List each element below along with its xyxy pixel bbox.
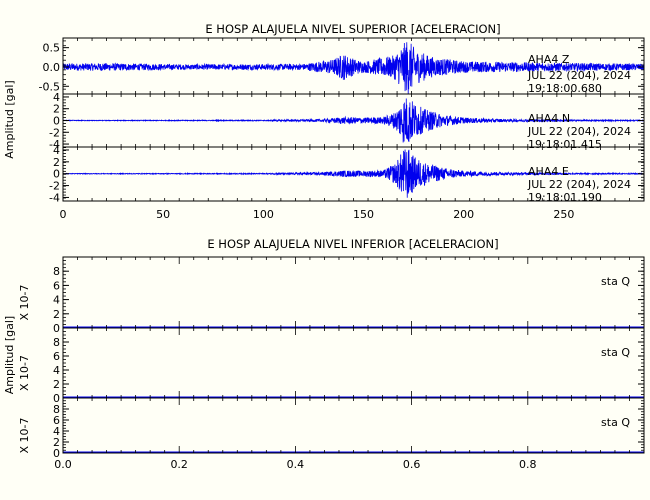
chart-2: E HOSP ALAJUELA NIVEL INFERIOR [ACELERAC… xyxy=(3,237,645,471)
x-tick-label: 0.0 xyxy=(54,458,72,471)
panel-Z: 0.5 0.0 -0.5 AHA4 Z JUL 22 (204), 202419:18:… xyxy=(39,37,645,95)
panel-frame xyxy=(62,397,645,454)
x-tick-label: 0 xyxy=(60,208,67,221)
station-component-label: AHA4 Z xyxy=(528,53,570,66)
y-tick-label: 6 xyxy=(53,279,60,292)
y-tick-label: 2 xyxy=(53,436,60,449)
y-tick-label: 2 xyxy=(53,308,60,321)
chart-title: E HOSP ALAJUELA NIVEL INFERIOR [ACELERAC… xyxy=(207,237,498,251)
y-tick-label: 4 xyxy=(53,364,60,377)
y-tick-label: 6 xyxy=(53,350,60,363)
x-tick-label: 0.4 xyxy=(287,458,305,471)
y-tick-label: 8 xyxy=(53,403,60,416)
sta-q-label: sta Q xyxy=(601,416,630,429)
date-label: JUL 22 (204), 2024 xyxy=(527,69,631,82)
y-tick-label: 0.5 xyxy=(43,42,61,55)
y-tick-label: 8 xyxy=(53,336,60,349)
panel-frame xyxy=(62,327,645,399)
y-tick-label: 0 xyxy=(53,115,60,128)
trace-Z xyxy=(62,42,645,95)
panel-frame xyxy=(62,256,645,329)
scale-label: X 10-7 xyxy=(18,418,31,454)
time-label: 19:18:00.680 xyxy=(528,82,602,95)
panel-1: 86 420 sta Q X 10-7 xyxy=(18,256,645,335)
y-tick-label: 0 xyxy=(53,168,60,181)
y-axis-label: Amplitud [gal] xyxy=(3,316,16,394)
y-axis-label: Amplitud [gal] xyxy=(3,80,16,158)
x-tick-label: 100 xyxy=(253,208,274,221)
x-tick-label: 0.8 xyxy=(519,458,537,471)
y-tick-label: 6 xyxy=(53,414,60,427)
y-tick-label: 4 xyxy=(53,425,60,438)
station-component-label: AHA4 N xyxy=(528,112,570,125)
y-tick-label: -2 xyxy=(49,180,60,193)
y-tick-label: 2 xyxy=(53,103,60,116)
y-tick-label: 0 xyxy=(53,322,60,335)
x-tick-label: 250 xyxy=(553,208,574,221)
y-tick-label: 2 xyxy=(53,156,60,169)
time-label: 19:18:01.415 xyxy=(528,138,602,151)
sta-q-label: sta Q xyxy=(601,275,630,288)
x-tick-label: 0.2 xyxy=(170,458,188,471)
sta-q-label: sta Q xyxy=(601,346,630,359)
y-tick-label: -0.5 xyxy=(39,80,60,93)
x-tick-label: 50 xyxy=(156,208,170,221)
y-tick-label: 2 xyxy=(53,378,60,391)
chart-title: E HOSP ALAJUELA NIVEL SUPERIOR [ACELERAC… xyxy=(205,22,500,36)
x-tick-label: 0.6 xyxy=(403,458,421,471)
y-tick-label: 4 xyxy=(53,144,60,157)
y-tick-label: 8 xyxy=(53,265,60,278)
trace-E xyxy=(62,149,645,198)
x-tick-label: 150 xyxy=(353,208,374,221)
trace-N xyxy=(62,98,645,143)
y-tick-label: 0 xyxy=(53,392,60,405)
time-label: 19:18:01.190 xyxy=(528,191,602,204)
y-tick-label: 0 xyxy=(53,447,60,460)
scale-label: X 10-7 xyxy=(18,355,31,391)
date-label: JUL 22 (204), 2024 xyxy=(527,178,631,191)
y-tick-label: -2 xyxy=(49,126,60,139)
y-tick-label: 4 xyxy=(53,294,60,307)
chart-1: E HOSP ALAJUELA NIVEL SUPERIOR [ACELERAC… xyxy=(3,22,645,221)
date-label: JUL 22 (204), 2024 xyxy=(527,125,631,138)
y-tick-label: -4 xyxy=(49,191,60,204)
station-component-label: AHA4 E xyxy=(528,165,569,178)
y-tick-label: 4 xyxy=(53,91,60,104)
y-tick-label: -4 xyxy=(49,138,60,151)
y-tick-label: 0.0 xyxy=(43,61,61,74)
scale-label: X 10-7 xyxy=(18,285,31,321)
x-tick-label: 200 xyxy=(453,208,474,221)
